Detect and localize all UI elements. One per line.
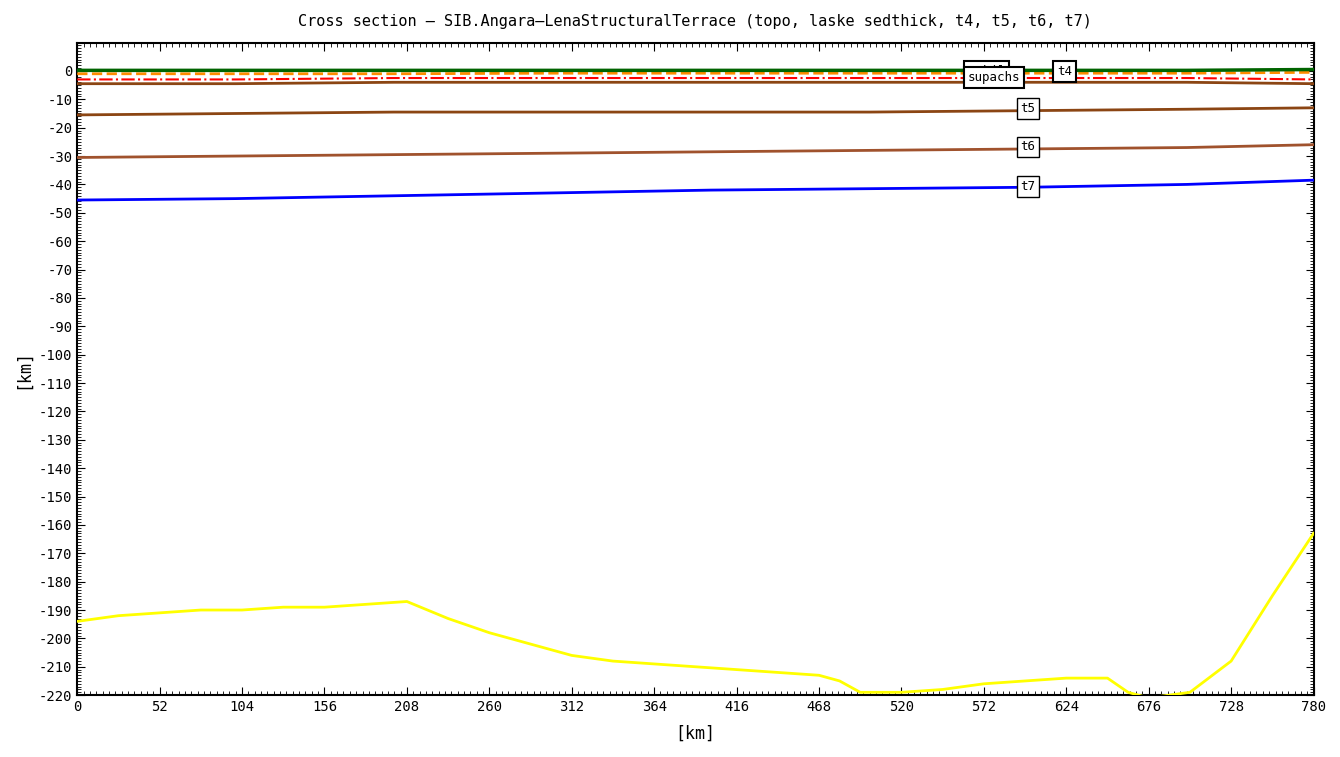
- Text: supachs: supachs: [967, 71, 1021, 84]
- Text: t6: t6: [1020, 140, 1036, 154]
- Text: mobil: mobil: [967, 65, 1005, 78]
- X-axis label: [km]: [km]: [675, 725, 716, 743]
- Title: Cross section – SIB.Angara–LenaStructuralTerrace (topo, laske sedthick, t4, t5, : Cross section – SIB.Angara–LenaStructura…: [299, 14, 1092, 29]
- Y-axis label: [km]: [km]: [13, 349, 32, 389]
- Text: t5: t5: [1020, 102, 1036, 115]
- Text: t7: t7: [1020, 180, 1036, 193]
- Text: t4: t4: [1057, 65, 1072, 78]
